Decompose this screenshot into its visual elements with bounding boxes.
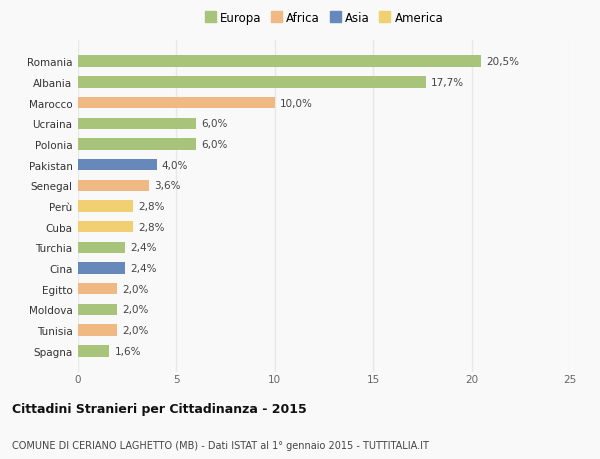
Text: 17,7%: 17,7% <box>431 78 464 88</box>
Bar <box>78 284 118 295</box>
Text: 2,0%: 2,0% <box>122 305 149 315</box>
Text: 2,8%: 2,8% <box>138 202 164 212</box>
Text: 2,8%: 2,8% <box>138 222 164 232</box>
Bar <box>78 118 196 129</box>
Text: 6,0%: 6,0% <box>201 119 227 129</box>
Bar <box>78 222 133 233</box>
Text: 2,4%: 2,4% <box>130 243 157 253</box>
Text: 20,5%: 20,5% <box>487 57 520 67</box>
Text: COMUNE DI CERIANO LAGHETTO (MB) - Dati ISTAT al 1° gennaio 2015 - TUTTITALIA.IT: COMUNE DI CERIANO LAGHETTO (MB) - Dati I… <box>12 440 429 450</box>
Text: 2,0%: 2,0% <box>122 284 149 294</box>
Text: Cittadini Stranieri per Cittadinanza - 2015: Cittadini Stranieri per Cittadinanza - 2… <box>12 403 307 415</box>
Bar <box>78 98 275 109</box>
Text: 4,0%: 4,0% <box>161 160 188 170</box>
Bar <box>78 325 118 336</box>
Bar <box>78 139 196 150</box>
Bar <box>78 180 149 191</box>
Bar <box>78 242 125 253</box>
Text: 2,0%: 2,0% <box>122 325 149 336</box>
Bar <box>78 263 125 274</box>
Text: 3,6%: 3,6% <box>154 181 180 191</box>
Text: 1,6%: 1,6% <box>115 346 141 356</box>
Bar <box>78 77 427 88</box>
Text: 2,4%: 2,4% <box>130 263 157 274</box>
Bar <box>78 56 481 67</box>
Text: 6,0%: 6,0% <box>201 140 227 150</box>
Bar <box>78 304 118 315</box>
Bar <box>78 201 133 212</box>
Bar <box>78 346 109 357</box>
Legend: Europa, Africa, Asia, America: Europa, Africa, Asia, America <box>201 9 447 29</box>
Bar <box>78 160 157 171</box>
Text: 10,0%: 10,0% <box>280 98 313 108</box>
